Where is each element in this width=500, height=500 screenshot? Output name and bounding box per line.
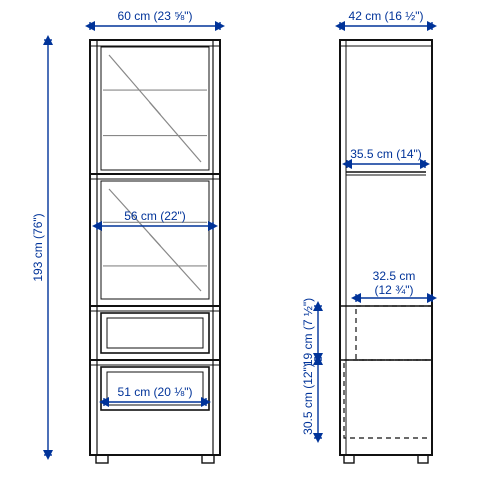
- dimension-label: 193 cm (76"): [31, 213, 45, 281]
- side-view: [340, 40, 432, 463]
- dimension-label: 56 cm (22"): [124, 209, 186, 223]
- dimension-diagram: 60 cm (23 ⅝") 42 cm (16 ½") 193 cm (76") 56…: [0, 0, 500, 500]
- dimension-label: 30.5 cm (12"): [301, 363, 315, 435]
- dimension-label: (12 ¾"): [375, 283, 414, 297]
- dimension-label: 35.5 cm (14"): [350, 147, 422, 161]
- front-view: [90, 40, 220, 463]
- dimension-label: 60 cm (23 ⅝"): [118, 9, 193, 23]
- dimension-label: 42 cm (16 ½"): [349, 9, 424, 23]
- dimension-label: 32.5 cm: [373, 269, 416, 283]
- dimension-label: 51 cm (20 ⅛"): [118, 385, 193, 399]
- dimension-label: 19 cm (7 ½"): [301, 298, 315, 366]
